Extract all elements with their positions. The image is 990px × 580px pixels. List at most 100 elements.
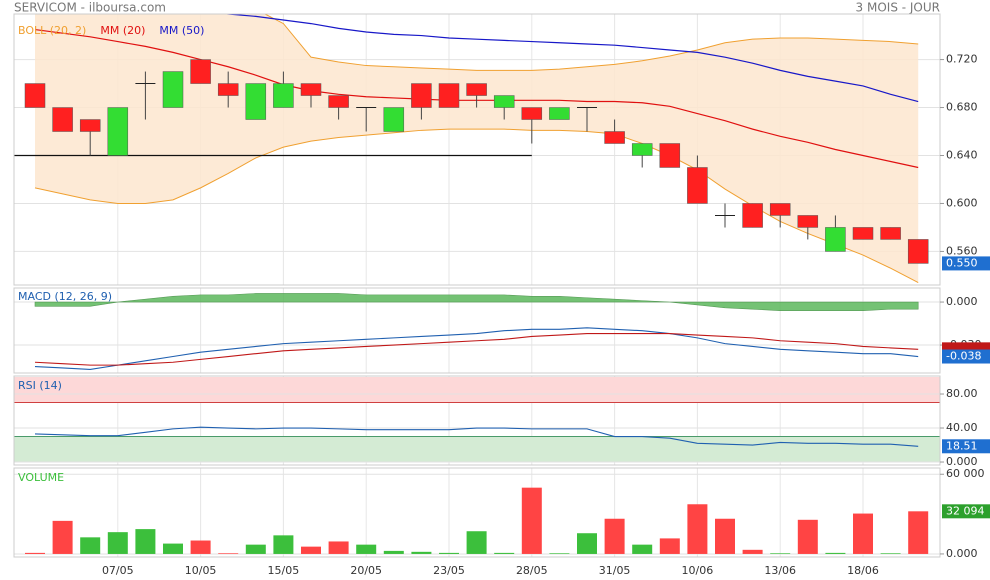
legend-label: MM (20): [100, 24, 145, 37]
last-value-tag: [942, 439, 990, 454]
volume-bar: [825, 552, 846, 554]
volume-bar: [273, 535, 294, 554]
volume-bar: [107, 532, 128, 554]
line: [34, 426, 919, 447]
x-tick-label: 13/06: [764, 564, 796, 577]
x-tick-label: 18/06: [847, 564, 879, 577]
last-value-tag: [942, 349, 990, 364]
volume-bar: [80, 537, 101, 554]
candle-body: [300, 83, 322, 96]
volume-bar: [163, 543, 183, 554]
last-value-tag: [942, 256, 990, 271]
volume-bar: [715, 518, 735, 554]
candle-body: [521, 107, 543, 120]
volume-bar: [25, 552, 45, 554]
panel: [14, 376, 940, 465]
volume-bar: [797, 519, 818, 554]
volume-bar: [439, 552, 459, 554]
candle-body: [438, 83, 460, 108]
last-value-label: 32 094: [946, 504, 985, 517]
candle-body: [107, 107, 129, 156]
x-tick-label: 07/05: [102, 564, 134, 577]
volume-bar: [549, 553, 570, 554]
x-tick-label: 10/05: [185, 564, 217, 577]
zone: [14, 377, 940, 403]
volume-bar: [604, 518, 625, 554]
candle-body: [852, 227, 874, 240]
histogram-area: [34, 293, 919, 311]
y-tick-label: 0.680: [946, 101, 978, 114]
candle-body: [769, 203, 791, 216]
candle-body: [631, 143, 653, 156]
panel-title: MACD (12, 26, 9): [18, 290, 112, 303]
panel-frame: [13, 13, 941, 286]
candle-body: [383, 107, 405, 132]
x-tick-label: 15/05: [268, 564, 300, 577]
volume-bar: [577, 533, 597, 554]
y-tick-label: 0.600: [946, 196, 978, 209]
volume-bar: [466, 531, 487, 554]
volume-bar: [494, 552, 515, 554]
volume-bar: [659, 538, 680, 554]
volume-bar: [908, 511, 929, 554]
chart-subtitle: 3 MOIS - JOUR: [856, 1, 940, 15]
x-tick-label: 31/05: [599, 564, 631, 577]
candle-body: [217, 83, 239, 96]
y-tick-label: 0.000: [946, 455, 978, 468]
x-tick-label: 23/05: [433, 564, 465, 577]
last-value-label: 0.550: [946, 256, 978, 269]
volume-bar: [52, 520, 73, 554]
volume-bar: [411, 551, 432, 554]
volume-bar: [383, 550, 404, 554]
panel: [14, 468, 940, 557]
candle-body: [493, 95, 515, 108]
panel-frame: [13, 287, 941, 374]
candle-body: [659, 143, 681, 168]
volume-bar: [880, 553, 901, 554]
x-tick-label: 28/05: [516, 564, 548, 577]
volume-bar: [687, 504, 708, 554]
panel: [14, 288, 940, 373]
candle-body: [687, 167, 708, 204]
line: [263, 14, 919, 71]
y-tick-label: 0.640: [946, 148, 978, 161]
candle-body: [245, 83, 267, 120]
line: [34, 327, 919, 370]
panel-title: RSI (14): [18, 379, 62, 392]
y-tick-label: 0.560: [946, 244, 978, 257]
candle-body: [742, 203, 763, 228]
volume-bar: [328, 541, 349, 554]
legend-label: MM (50): [159, 24, 204, 37]
band-fill: [35, 14, 919, 283]
last-value-label: 18.51: [946, 439, 978, 452]
candle-body: [549, 107, 570, 120]
candle-body: [604, 131, 625, 144]
volume-bar: [218, 553, 239, 554]
candle-body: [797, 215, 819, 228]
volume-bar: [632, 544, 653, 554]
volume-bar: [301, 546, 321, 554]
volume-bar: [853, 513, 873, 554]
candle-body: [273, 83, 294, 108]
candle-body: [79, 119, 101, 132]
candle-body: [52, 107, 73, 132]
candle-body: [466, 83, 487, 96]
y-tick-label: 60 000: [946, 467, 985, 480]
candle-body: [162, 71, 184, 108]
y-tick-label: 0.000: [946, 547, 978, 560]
last-value-label: -0.038: [946, 350, 981, 363]
candle-body: [907, 239, 929, 264]
line: [34, 128, 919, 284]
candle-body: [328, 95, 349, 108]
y-tick-label: 0.720: [946, 53, 978, 66]
last-value-tag: [942, 504, 990, 519]
volume-bar: [742, 549, 763, 554]
line: [34, 333, 919, 366]
candle-body: [190, 59, 211, 84]
y-tick-label: 80.00: [946, 387, 978, 400]
legend-label: BOLL (20, 2): [18, 24, 86, 37]
zone: [14, 436, 940, 463]
panel-frame: [13, 375, 941, 466]
panel-frame: [13, 467, 941, 558]
